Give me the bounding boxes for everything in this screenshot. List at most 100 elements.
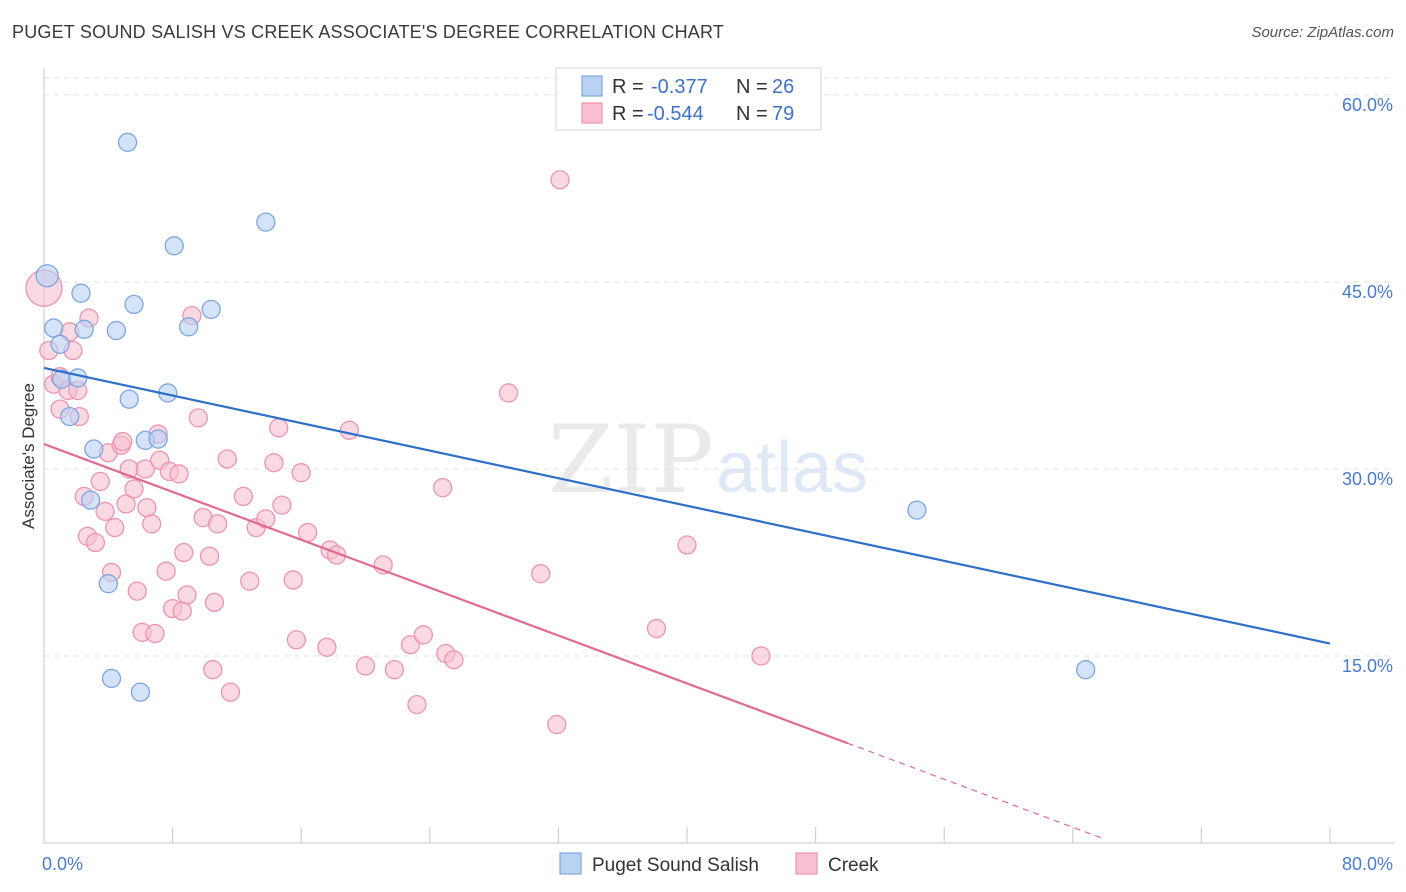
salish-point-8 bbox=[80, 490, 101, 510]
salish-point-10 bbox=[98, 574, 118, 594]
creek-point-28 bbox=[142, 514, 162, 534]
bottom-legend-label-salish: Puget Sound Salish bbox=[592, 855, 759, 876]
legend-r-label-1: R = bbox=[612, 103, 644, 125]
legend-n-label-0: N = bbox=[736, 76, 768, 98]
bottom-legend: Puget Sound Salish Creek bbox=[559, 852, 879, 876]
legend-r-value-0: -0.377 bbox=[651, 76, 708, 98]
legend-box: R = -0.377 N = 26 R = -0.544 N = 79 bbox=[555, 67, 822, 131]
creek-point-67 bbox=[407, 694, 427, 715]
bottom-legend-label-creek: Creek bbox=[828, 855, 879, 876]
salish-point-9 bbox=[84, 439, 104, 459]
creek-point-42 bbox=[199, 546, 220, 566]
creek-point-49 bbox=[240, 571, 260, 591]
creek-point-56 bbox=[286, 630, 307, 650]
salish-point-5 bbox=[68, 368, 88, 388]
legend-swatch-salish bbox=[581, 75, 603, 97]
creek-point-21 bbox=[116, 494, 136, 514]
salish-point-15 bbox=[124, 294, 144, 315]
creek-point-52 bbox=[264, 453, 284, 473]
creek-point-74 bbox=[547, 714, 567, 735]
salish-point-21 bbox=[179, 317, 199, 337]
y-tick-labels: 15.0% 30.0% 45.0% 60.0% bbox=[1342, 95, 1393, 676]
creek-point-46 bbox=[217, 449, 237, 469]
creek-point-37 bbox=[174, 542, 194, 563]
creek-point-76 bbox=[646, 618, 667, 639]
creek-point-26 bbox=[135, 459, 155, 479]
creek-point-20 bbox=[113, 431, 133, 452]
salish-point-4 bbox=[60, 406, 80, 427]
creek-point-69 bbox=[433, 478, 453, 498]
salish-point-11 bbox=[101, 668, 122, 689]
salish-point-0 bbox=[35, 264, 59, 288]
creek-point-38 bbox=[177, 585, 197, 605]
axes bbox=[43, 68, 1394, 844]
creek-point-63 bbox=[355, 656, 376, 676]
gridlines bbox=[44, 77, 1394, 657]
watermark: ZIP atlas bbox=[548, 406, 868, 515]
x-tick-label-1: 80.0% bbox=[1342, 854, 1393, 874]
creek-point-77 bbox=[677, 535, 697, 555]
creek-point-71 bbox=[444, 650, 464, 670]
legend-r-value-1: -0.544 bbox=[647, 103, 704, 125]
creek-point-62 bbox=[339, 420, 360, 440]
chart-title: PUGET SOUND SALISH VS CREEK ASSOCIATE'S … bbox=[12, 22, 725, 42]
salish-point-16 bbox=[130, 682, 151, 702]
watermark-atlas: atlas bbox=[716, 428, 868, 508]
x-tick-labels: 0.0% 80.0% bbox=[42, 854, 1393, 874]
x-tick-label-0: 0.0% bbox=[42, 854, 83, 874]
salish-point-18 bbox=[148, 429, 168, 449]
creek-point-36 bbox=[172, 601, 192, 621]
creek-point-29 bbox=[145, 623, 165, 644]
salish-point-13 bbox=[117, 132, 138, 152]
y-axis-label: Associate's Degree bbox=[19, 383, 38, 529]
creek-point-14 bbox=[90, 471, 110, 492]
creek-trend-extension bbox=[847, 742, 1106, 840]
creek-point-68 bbox=[413, 625, 434, 645]
creek-point-54 bbox=[272, 495, 292, 515]
salish-point-25 bbox=[1076, 660, 1096, 680]
salish-point-2 bbox=[50, 334, 70, 354]
creek-point-53 bbox=[269, 418, 289, 438]
creek-point-44 bbox=[204, 592, 225, 613]
legend-n-value-1: 79 bbox=[772, 103, 794, 125]
creek-point-27 bbox=[137, 497, 157, 518]
salish-point-14 bbox=[119, 389, 139, 409]
creek-point-40 bbox=[188, 408, 208, 428]
creek-point-66 bbox=[400, 635, 421, 655]
y-tick-label-2: 45.0% bbox=[1342, 282, 1393, 302]
y-tick-label-0: 15.0% bbox=[1342, 656, 1393, 676]
bottom-legend-swatch-salish bbox=[559, 852, 582, 875]
creek-point-59 bbox=[317, 637, 337, 657]
salish-point-12 bbox=[106, 320, 126, 341]
salish-point-24 bbox=[907, 500, 927, 520]
legend-swatch-creek bbox=[581, 102, 603, 124]
creek-point-73 bbox=[531, 564, 551, 584]
creek-point-24 bbox=[127, 581, 147, 601]
creek-points bbox=[25, 170, 771, 735]
salish-point-6 bbox=[71, 283, 91, 303]
creek-point-72 bbox=[498, 383, 519, 403]
salish-points bbox=[35, 132, 1096, 702]
creek-point-23 bbox=[124, 479, 144, 499]
source-label: Source: ZipAtlas.com bbox=[1251, 24, 1394, 41]
creek-point-35 bbox=[169, 464, 189, 484]
creek-point-18 bbox=[105, 517, 125, 538]
salish-point-7 bbox=[74, 319, 94, 339]
creek-trend-line bbox=[43, 443, 849, 745]
legend-n-value-0: 26 bbox=[772, 76, 794, 98]
salish-point-1 bbox=[43, 318, 64, 338]
creek-point-47 bbox=[220, 682, 241, 702]
creek-point-45 bbox=[207, 514, 228, 534]
creek-point-48 bbox=[233, 486, 253, 507]
creek-point-13 bbox=[85, 532, 106, 553]
y-tick-label-1: 30.0% bbox=[1342, 469, 1393, 489]
creek-point-55 bbox=[283, 570, 303, 590]
salish-point-22 bbox=[201, 299, 221, 320]
creek-point-57 bbox=[291, 463, 311, 483]
legend-r-label-0: R = bbox=[612, 76, 644, 98]
salish-trend-line bbox=[43, 366, 1331, 645]
bottom-legend-swatch-creek bbox=[795, 852, 818, 875]
y-tick-label-3: 60.0% bbox=[1342, 95, 1393, 115]
creek-point-32 bbox=[156, 561, 176, 581]
